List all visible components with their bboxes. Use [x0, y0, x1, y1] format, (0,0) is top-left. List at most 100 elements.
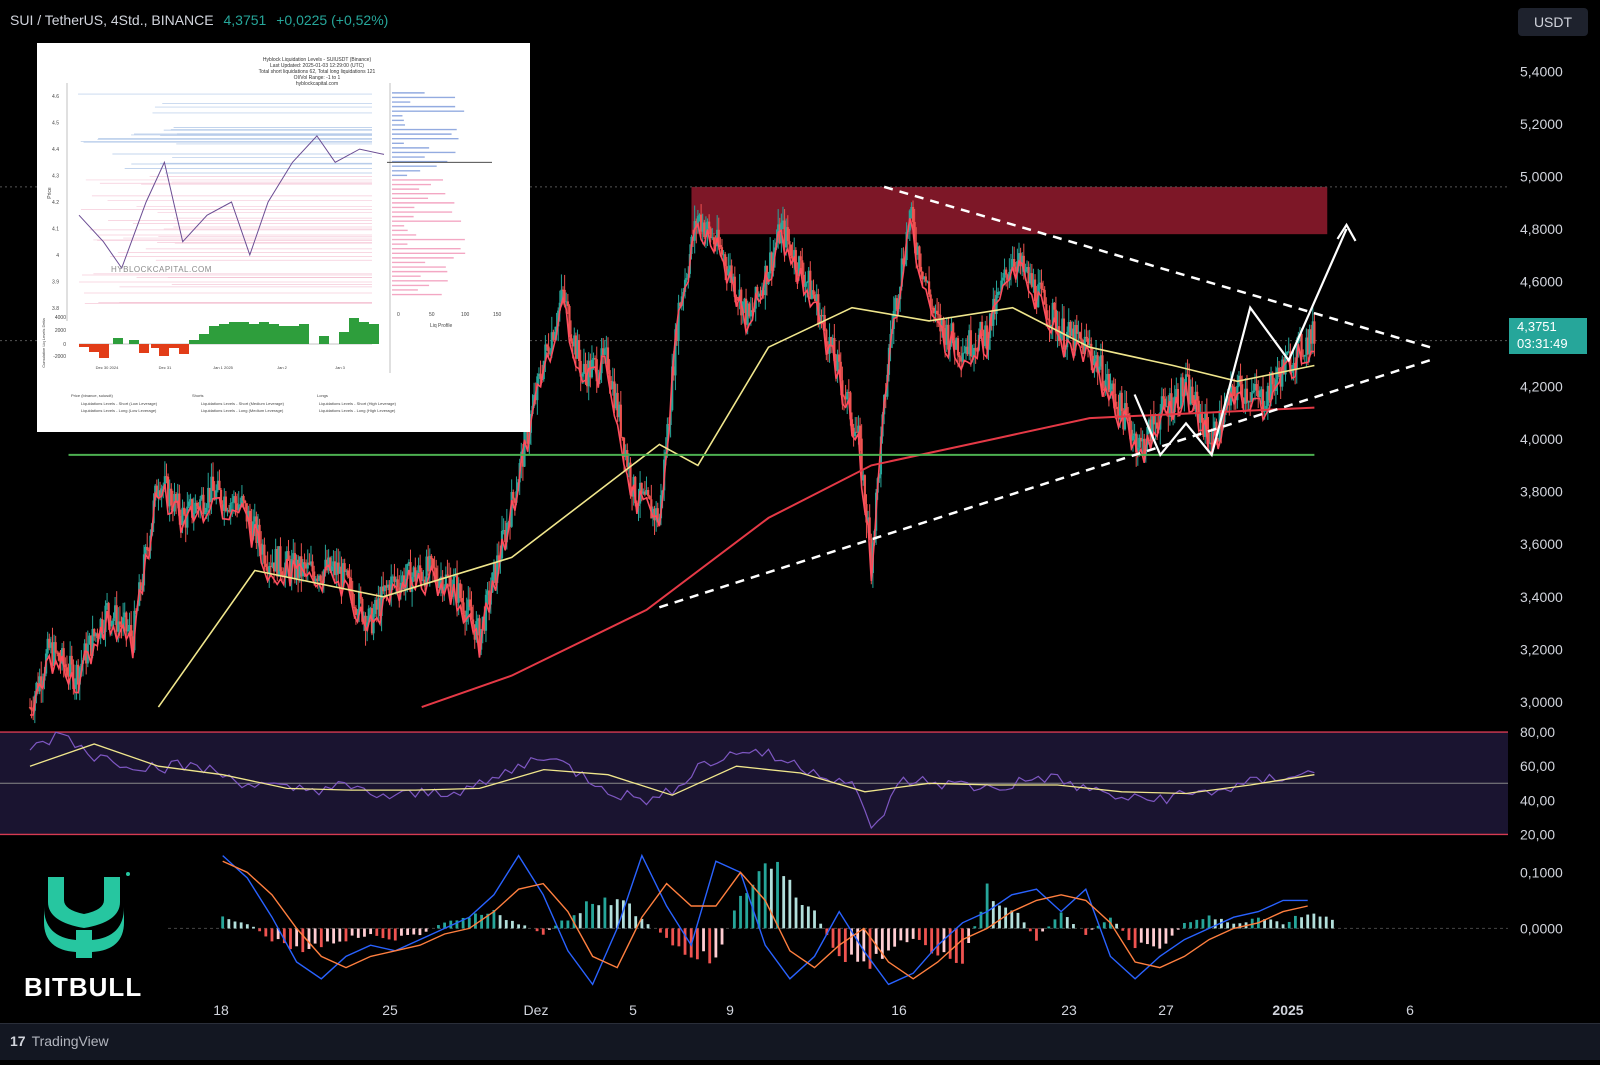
candle-body	[621, 436, 624, 438]
candle-body	[1226, 396, 1229, 404]
histogram-bar	[1238, 923, 1242, 929]
histogram-bar	[640, 918, 644, 929]
candle-body	[1281, 359, 1284, 387]
candle-body	[810, 290, 813, 299]
inset-delta-bar	[219, 324, 229, 344]
histogram-bar	[634, 916, 638, 929]
candle-body	[96, 633, 99, 639]
histogram-bar	[671, 928, 675, 946]
candle-body	[1143, 438, 1146, 455]
candle-body	[1078, 332, 1082, 339]
candle-body	[375, 599, 378, 610]
candle-body	[642, 491, 645, 494]
candle-body	[1289, 351, 1292, 373]
candle-body	[184, 514, 187, 528]
candle-body	[629, 462, 632, 488]
candle-body	[722, 254, 725, 256]
candle-body	[88, 635, 91, 645]
candle-body	[700, 214, 703, 232]
candle-body	[781, 220, 785, 223]
candle-body	[306, 562, 309, 569]
candle-body	[232, 496, 235, 503]
candle-body	[958, 355, 961, 358]
candle-body	[454, 574, 457, 577]
candle-body	[1051, 302, 1054, 326]
candle-body	[203, 512, 207, 514]
candle-body	[382, 586, 385, 592]
candle-body	[712, 237, 716, 245]
histogram-bar	[757, 871, 761, 929]
candle-body	[239, 504, 242, 506]
candle-body	[799, 256, 802, 261]
inset-title: Hyblock Liquidation Levels - SUIUSDT (Bi…	[187, 57, 447, 87]
candle-body	[1215, 421, 1218, 441]
candle-body	[350, 578, 353, 593]
candle-body	[186, 506, 189, 528]
candle-body	[247, 510, 250, 522]
candle-body	[195, 502, 199, 506]
candle-body	[571, 341, 574, 347]
candle-body	[863, 475, 866, 505]
tradingview-logo[interactable]: 17 TradingView	[10, 1033, 109, 1049]
histogram-bar	[1065, 917, 1069, 929]
liquidation-inset: Hyblock Liquidation Levels - SUIUSDT (Bi…	[37, 43, 530, 432]
histogram-bar	[326, 928, 329, 942]
inset-legend-item: Liquidations Levels - Short (Low Leverag…	[81, 401, 158, 406]
candle-body	[614, 392, 618, 409]
candle-body	[1286, 351, 1289, 356]
candle-body	[496, 555, 499, 583]
candle-body	[822, 315, 825, 317]
candle-body	[309, 561, 313, 565]
histogram-bar	[313, 928, 317, 944]
symbol-label[interactable]: SUI / TetherUS, 4Std., BINANCE	[10, 12, 214, 28]
histogram-bar	[1072, 924, 1075, 929]
candle-body	[698, 214, 701, 217]
histogram-bar	[609, 905, 613, 929]
candle-body	[807, 270, 810, 283]
inset-delta-bar	[209, 326, 219, 344]
candle-body	[425, 556, 428, 587]
histogram-bar	[443, 922, 447, 929]
candle-body	[711, 237, 714, 239]
candle-body	[939, 314, 942, 332]
histogram-bar	[412, 928, 416, 935]
price-tick-label: 3,0000	[1520, 694, 1563, 710]
candle-body	[1184, 374, 1188, 390]
candle-body	[1041, 288, 1045, 290]
histogram-bar	[1152, 928, 1155, 947]
last-price-value: 4,3751	[1517, 319, 1557, 334]
candle-body	[321, 580, 324, 584]
inset-delta-bar	[159, 344, 169, 356]
candle-body	[69, 655, 72, 677]
candle-body	[1050, 325, 1053, 327]
candle-body	[383, 585, 386, 592]
candle-body	[269, 565, 272, 567]
candle-body	[579, 360, 582, 377]
candle-body	[1027, 267, 1030, 284]
candle-body	[791, 255, 794, 263]
candle-body	[165, 476, 168, 478]
histogram-bar	[868, 928, 872, 969]
histogram-bar	[381, 928, 385, 939]
candle-body	[48, 638, 51, 648]
histogram-bar	[1312, 913, 1316, 929]
candle-body	[675, 329, 679, 341]
candle-body	[1268, 385, 1271, 401]
currency-button[interactable]: USDT	[1518, 8, 1588, 36]
candle-body	[428, 555, 431, 572]
histogram-bar	[344, 928, 348, 942]
histogram-bar	[578, 913, 582, 929]
histogram-bar	[917, 928, 921, 940]
candle-body	[701, 222, 704, 232]
inset-legend-item: Liquidations Levels - Long (Medium Lever…	[201, 408, 284, 413]
inset-delta-bar	[189, 340, 199, 344]
candle-body	[268, 565, 271, 573]
candle-body	[123, 612, 126, 618]
inset-legend-item: Liquidations Levels - Long (Low Leverage…	[81, 408, 157, 413]
candle-body	[974, 347, 977, 351]
candle-body	[1170, 393, 1173, 418]
candle-body	[40, 676, 43, 688]
candle-body	[966, 346, 969, 355]
